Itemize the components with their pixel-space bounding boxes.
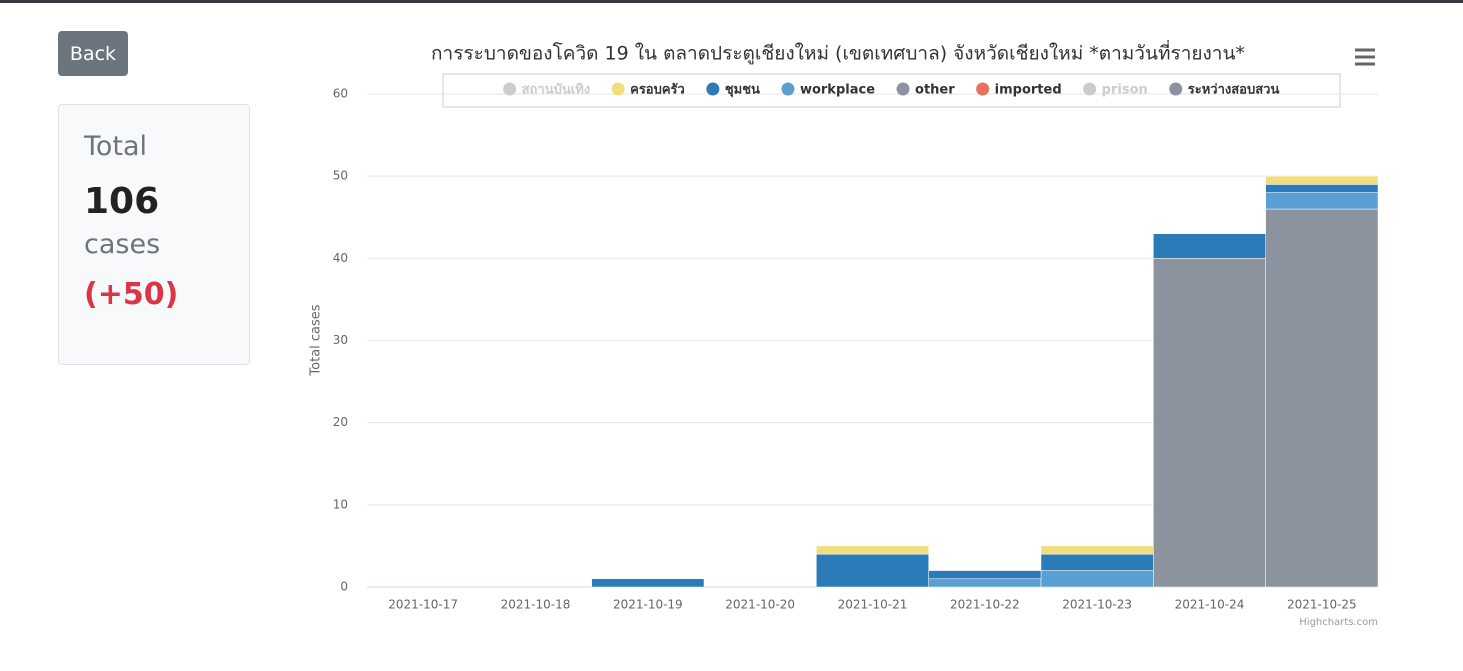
legend-label: สถานบันเทิง [522, 83, 591, 98]
legend-label: ชุมชน [725, 83, 760, 98]
legend-marker [706, 82, 720, 96]
y-tick-label: 10 [333, 497, 348, 511]
bar-segment [816, 553, 929, 588]
total-value: 106 [84, 181, 160, 222]
change-value: (+50) [84, 277, 179, 312]
bar-segment [1040, 570, 1154, 588]
bar-segment [816, 545, 929, 555]
y-tick-label: 30 [333, 333, 348, 347]
legend-marker [976, 82, 990, 96]
legend-label: workplace [800, 83, 875, 98]
bar-segment [1265, 175, 1379, 185]
bar-segment [928, 578, 1042, 588]
y-tick-label: 60 [333, 87, 348, 101]
x-tick-label: 2021-10-25 [1287, 598, 1357, 612]
x-tick-label: 2021-10-21 [838, 598, 908, 612]
x-tick-label: 2021-10-23 [1062, 598, 1132, 612]
x-tick-label: 2021-10-19 [613, 598, 683, 612]
chart-title: การระบาดของโควิด 19 ใน ตลาดประตูเชียงใหม… [431, 40, 1245, 65]
top-bar [0, 0, 1463, 3]
legend-marker [503, 82, 517, 96]
legend-marker [896, 82, 910, 96]
legend-marker [611, 82, 625, 96]
bar-segment [1265, 208, 1379, 588]
x-tick-label: 2021-10-22 [950, 598, 1020, 612]
legend-label: ครอบครัว [630, 83, 685, 98]
bar-segment [1265, 192, 1379, 210]
total-label: Total [84, 131, 148, 162]
bar-segment [1040, 553, 1154, 571]
legend-marker [781, 82, 795, 96]
bar-segment [1265, 184, 1379, 193]
x-tick-label: 2021-10-20 [725, 598, 795, 612]
credits: Highcharts.com [1299, 617, 1378, 628]
x-tick-label: 2021-10-17 [388, 598, 458, 612]
y-tick-label: 40 [333, 251, 348, 265]
bar-segment [1153, 233, 1266, 259]
legend-label: imported [995, 83, 1062, 98]
y-tick-label: 50 [333, 169, 348, 183]
y-tick-label: 0 [340, 580, 348, 594]
legend-label: other [915, 83, 955, 98]
y-axis-title: Total cases [309, 304, 324, 376]
bar-segment [1153, 258, 1266, 588]
unit-label: cases [84, 229, 161, 260]
back-button[interactable]: Back [58, 31, 128, 76]
y-tick-label: 20 [333, 415, 348, 429]
x-tick-label: 2021-10-24 [1175, 598, 1245, 612]
x-tick-label: 2021-10-18 [501, 598, 571, 612]
bar-segment [928, 570, 1042, 580]
bar-segment [1040, 545, 1154, 555]
legend-box [442, 73, 1341, 108]
legend-label: prison [1102, 83, 1148, 98]
summary-card: Total 106 cases (+50) [58, 104, 250, 365]
legend-label: ระหว่างสอบสวน [1188, 83, 1280, 98]
menu-icon[interactable] [1355, 48, 1375, 66]
legend-marker [1169, 82, 1183, 96]
bar-segment [591, 578, 705, 588]
legend-marker [1083, 82, 1097, 96]
legend: สถานบันเทิง ครอบครัว ชุมชน workplace other im… [503, 82, 1280, 98]
